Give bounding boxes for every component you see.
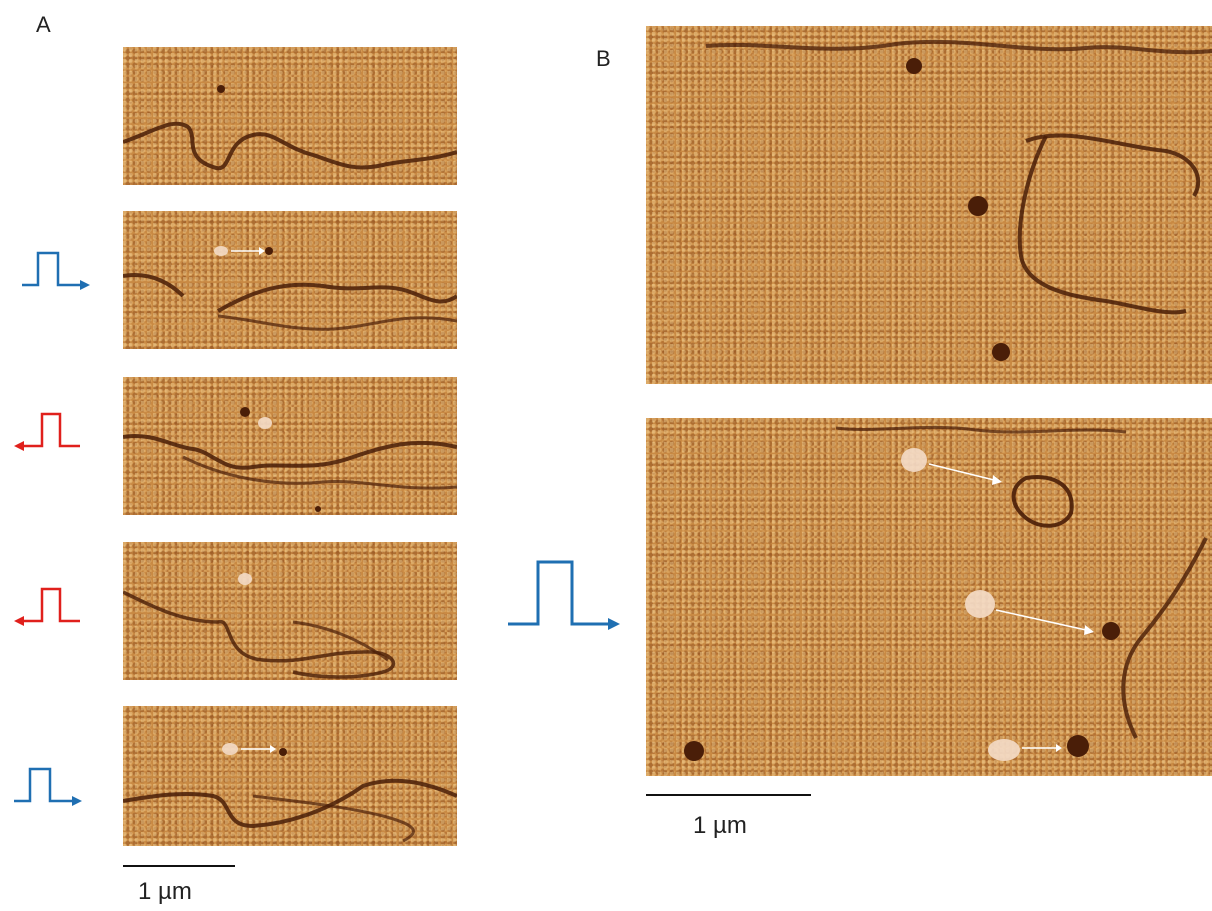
panel-label-b: B (596, 46, 611, 71)
afm-image-a2 (123, 211, 457, 349)
scalebar-b (646, 794, 811, 796)
pulse-forward-icon (14, 767, 82, 806)
pulse-forward-icon (22, 251, 90, 290)
afm-image-a4 (123, 542, 457, 680)
pulse-reverse-icon (14, 412, 80, 451)
afm-image-a3 (123, 377, 457, 515)
pulse-reverse-icon (14, 587, 80, 626)
pulse-forward-icon (508, 560, 620, 630)
afm-image-b2 (646, 418, 1212, 776)
scalebar-b-label: 1 µm (693, 812, 747, 839)
scalebar-a (123, 865, 235, 867)
scalebar-a-label: 1 µm (138, 878, 192, 905)
afm-image-b1 (646, 26, 1212, 384)
afm-image-a5 (123, 706, 457, 846)
panel-label-a: A (36, 12, 51, 37)
afm-image-a1 (123, 47, 457, 185)
